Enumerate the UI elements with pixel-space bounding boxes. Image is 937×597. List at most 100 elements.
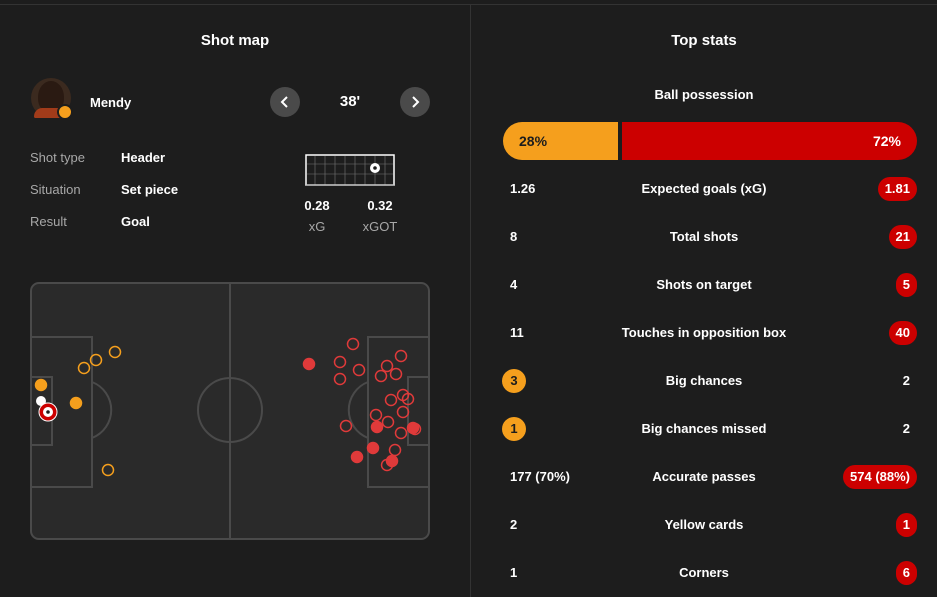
possession-away: 72% xyxy=(622,122,917,160)
stat-name: Touches in opposition box xyxy=(621,325,787,340)
right-penalty-arc xyxy=(347,381,369,439)
shot-map-pitch xyxy=(30,282,430,540)
stat-name: Yellow cards xyxy=(664,517,744,532)
shot-marker xyxy=(369,408,383,422)
stat-row-yellow-cards: 2 Yellow cards 1 xyxy=(471,510,937,540)
center-circle xyxy=(197,377,263,443)
shot-type-label: Shot type xyxy=(30,150,85,165)
stat-name: Total shots xyxy=(669,229,739,244)
xgot-label: xGOT xyxy=(362,219,398,234)
result-label: Result xyxy=(30,214,67,229)
stat-home-value: 1 xyxy=(510,565,518,580)
shot-marker xyxy=(101,463,115,477)
team-badge-icon xyxy=(57,104,73,120)
shot-type-value: Header xyxy=(121,150,166,165)
goal-ball-icon xyxy=(36,396,46,406)
result-value: Goal xyxy=(121,214,150,229)
top-border xyxy=(0,4,937,5)
situation-value: Set piece xyxy=(121,182,179,197)
player-avatar[interactable] xyxy=(31,78,73,120)
possession-bar: 28% 72% xyxy=(503,122,917,160)
shot-marker xyxy=(339,419,353,433)
shot-marker xyxy=(302,357,316,371)
stat-row-corners: 1 Corners 6 xyxy=(471,558,937,588)
stat-away-value: 5 xyxy=(895,273,917,297)
stat-name: Big chances missed xyxy=(641,421,767,436)
stat-away-value: 6 xyxy=(895,561,917,585)
stat-away-value: 21 xyxy=(888,225,917,249)
shot-marker xyxy=(352,363,366,377)
shot-marker xyxy=(380,458,394,472)
stat-name: Shots on target xyxy=(656,277,752,292)
shot-marker xyxy=(394,426,408,440)
xg-label: xG xyxy=(308,219,326,234)
stat-home-value: 8 xyxy=(510,229,518,244)
stat-row-total-shots: 8 Total shots 21 xyxy=(471,222,937,252)
xg-value: 0.28 xyxy=(304,198,330,213)
stat-home-value: 4 xyxy=(510,277,518,292)
stat-away-value: 40 xyxy=(888,321,917,345)
left-penalty-arc xyxy=(91,381,113,439)
shot-marker xyxy=(34,378,48,392)
shot-minute: 38' xyxy=(339,93,361,110)
stat-name: Expected goals (xG) xyxy=(641,181,767,196)
next-shot-button[interactable] xyxy=(400,87,430,117)
shot-map-panel: Shot map Mendy 38' Shot type Header Situ… xyxy=(0,5,470,597)
stat-away-value: 574 (88%) xyxy=(843,465,917,489)
shot-marker xyxy=(333,355,347,369)
previous-shot-button[interactable] xyxy=(270,87,300,117)
shot-marker xyxy=(77,361,91,375)
shot-marker xyxy=(108,345,122,359)
shot-marker xyxy=(89,353,103,367)
shot-marker xyxy=(394,349,408,363)
stat-away-value: 2 xyxy=(902,373,910,388)
stat-row-big-chances-missed: 1 Big chances missed 2 xyxy=(471,414,937,444)
shot-marker xyxy=(69,396,83,410)
stat-name: Corners xyxy=(679,565,729,580)
shot-marker xyxy=(346,337,360,351)
possession-home: 28% xyxy=(503,122,618,160)
stat-home-value: 11 xyxy=(510,325,524,340)
stat-home-value: 1.26 xyxy=(510,181,536,196)
shot-marker xyxy=(396,405,410,419)
top-stats-title: Top stats xyxy=(671,32,737,49)
stat-away-value: 2 xyxy=(902,421,910,436)
stat-name: Big chances xyxy=(665,373,743,388)
stat-row-accurate-passes: 177 (70%) Accurate passes 574 (88%) xyxy=(471,462,937,492)
stat-row-big-chances: 3 Big chances 2 xyxy=(471,366,937,396)
goal-mouth-icon xyxy=(305,154,395,186)
player-shirt xyxy=(34,108,68,118)
shot-marker xyxy=(408,422,422,436)
stat-home-value: 1 xyxy=(502,417,526,441)
player-name[interactable]: Mendy xyxy=(90,95,132,110)
shot-map-title: Shot map xyxy=(200,32,270,49)
shot-marker xyxy=(389,367,403,381)
shot-marker xyxy=(388,443,402,457)
xgot-value: 0.32 xyxy=(367,198,393,213)
stat-name: Accurate passes xyxy=(652,469,756,484)
chevron-left-icon xyxy=(280,96,288,108)
possession-label: Ball possession xyxy=(654,87,754,102)
situation-label: Situation xyxy=(30,182,81,197)
top-stats-panel: Top stats Ball possession 28% 72% 1.26 E… xyxy=(471,5,937,597)
shot-marker xyxy=(333,372,347,386)
stat-home-value: 2 xyxy=(510,517,518,532)
stat-row-shots-on-target: 4 Shots on target 5 xyxy=(471,270,937,300)
shot-marker xyxy=(366,441,380,455)
shot-marker xyxy=(370,420,384,434)
shot-marker xyxy=(381,415,395,429)
shot-marker xyxy=(350,450,364,464)
panel-divider xyxy=(470,5,471,597)
shot-marker xyxy=(380,359,394,373)
stat-home-value: 3 xyxy=(502,369,526,393)
stat-away-value: 1.81 xyxy=(877,177,917,201)
shot-marker xyxy=(374,369,388,383)
shot-marker xyxy=(384,393,398,407)
stat-row-touches-opposition-box: 11 Touches in opposition box 40 xyxy=(471,318,937,348)
stat-home-value: 177 (70%) xyxy=(510,469,570,484)
home-shots xyxy=(34,345,122,477)
shot-marker xyxy=(401,392,415,406)
chevron-right-icon xyxy=(412,96,420,108)
stat-row-xg: 1.26 Expected goals (xG) 1.81 xyxy=(471,174,937,204)
stat-away-value: 1 xyxy=(895,513,917,537)
